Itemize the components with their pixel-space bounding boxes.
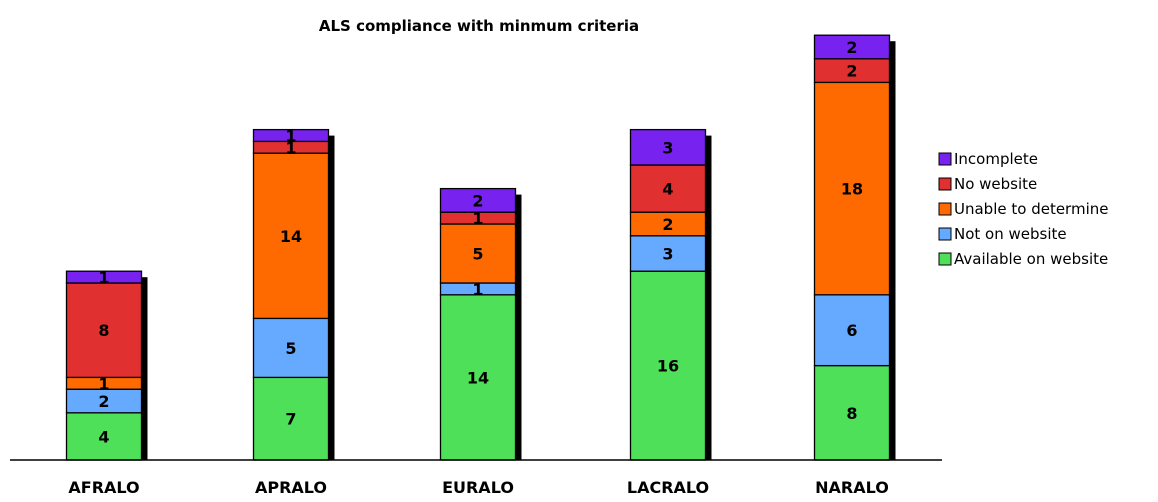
value-label: 1 [285,138,296,157]
value-label: 14 [280,227,302,246]
legend-swatch [938,227,952,241]
category-label-lacralo: LACRALO [627,478,709,497]
value-label: 8 [98,321,109,340]
value-label: 6 [846,321,857,340]
category-label-afralo: AFRALO [68,478,139,497]
bar-apralo-series-4 [252,128,330,143]
category-label-naralo: NARALO [815,478,889,497]
value-label: 1 [472,209,483,228]
bar-lacralo-series-0 [629,270,707,461]
value-label: 1 [98,268,109,287]
bar-euralo-series-4 [439,187,517,213]
legend: Incomplete No website Unable to determine N… [938,150,1108,268]
value-label: 4 [662,180,673,199]
legend-swatch [938,152,952,166]
legend-label: Available on website [954,250,1108,268]
bar-apralo-series-2 [252,152,330,320]
legend-label: Unable to determine [954,200,1108,218]
bar-lacralo-series-1 [629,235,707,272]
value-label: 2 [472,191,483,210]
legend-swatch [938,252,952,266]
value-label: 2 [662,215,673,234]
value-label: 18 [841,180,863,199]
value-label: 7 [285,410,296,429]
bar-naralo-series-0 [813,364,891,461]
bar-afralo-series-0 [65,412,143,461]
bar-afralo-series-4 [65,270,143,284]
bar-naralo-series-1 [813,294,891,367]
chart-title: ALS compliance with minmum criteria [319,17,639,35]
legend-label: Incomplete [954,150,1038,168]
value-label: 1 [285,127,296,146]
value-label: 16 [657,357,679,376]
value-label: 1 [98,374,109,393]
value-label: 4 [98,427,109,446]
bar-apralo-series-1 [252,317,330,379]
legend-swatch [938,177,952,191]
value-label: 2 [98,392,109,411]
bar-naralo-series-4 [813,34,891,60]
bar-naralo-series-2 [813,81,891,296]
value-label: 3 [662,245,673,264]
bars [65,34,891,461]
category-label-euralo: EURALO [442,478,514,497]
bar-apralo-series-0 [252,376,330,461]
value-label: 14 [467,368,489,387]
legend-label: Not on website [954,225,1067,243]
value-label: 1 [472,280,483,299]
legend-label: No website [954,175,1037,193]
legend-swatch [938,202,952,216]
value-label: 5 [472,245,483,264]
value-label: 2 [846,38,857,57]
value-label: 3 [662,138,673,157]
bar-afralo-series-3 [65,282,143,379]
value-label: 2 [846,62,857,81]
category-labels: AFRALO APRALO EURALO LACRALO NARALO [68,478,888,497]
category-label-apralo: APRALO [255,478,327,497]
value-label: 5 [285,339,296,358]
value-label: 8 [846,404,857,423]
bar-lacralo-series-4 [629,128,707,166]
